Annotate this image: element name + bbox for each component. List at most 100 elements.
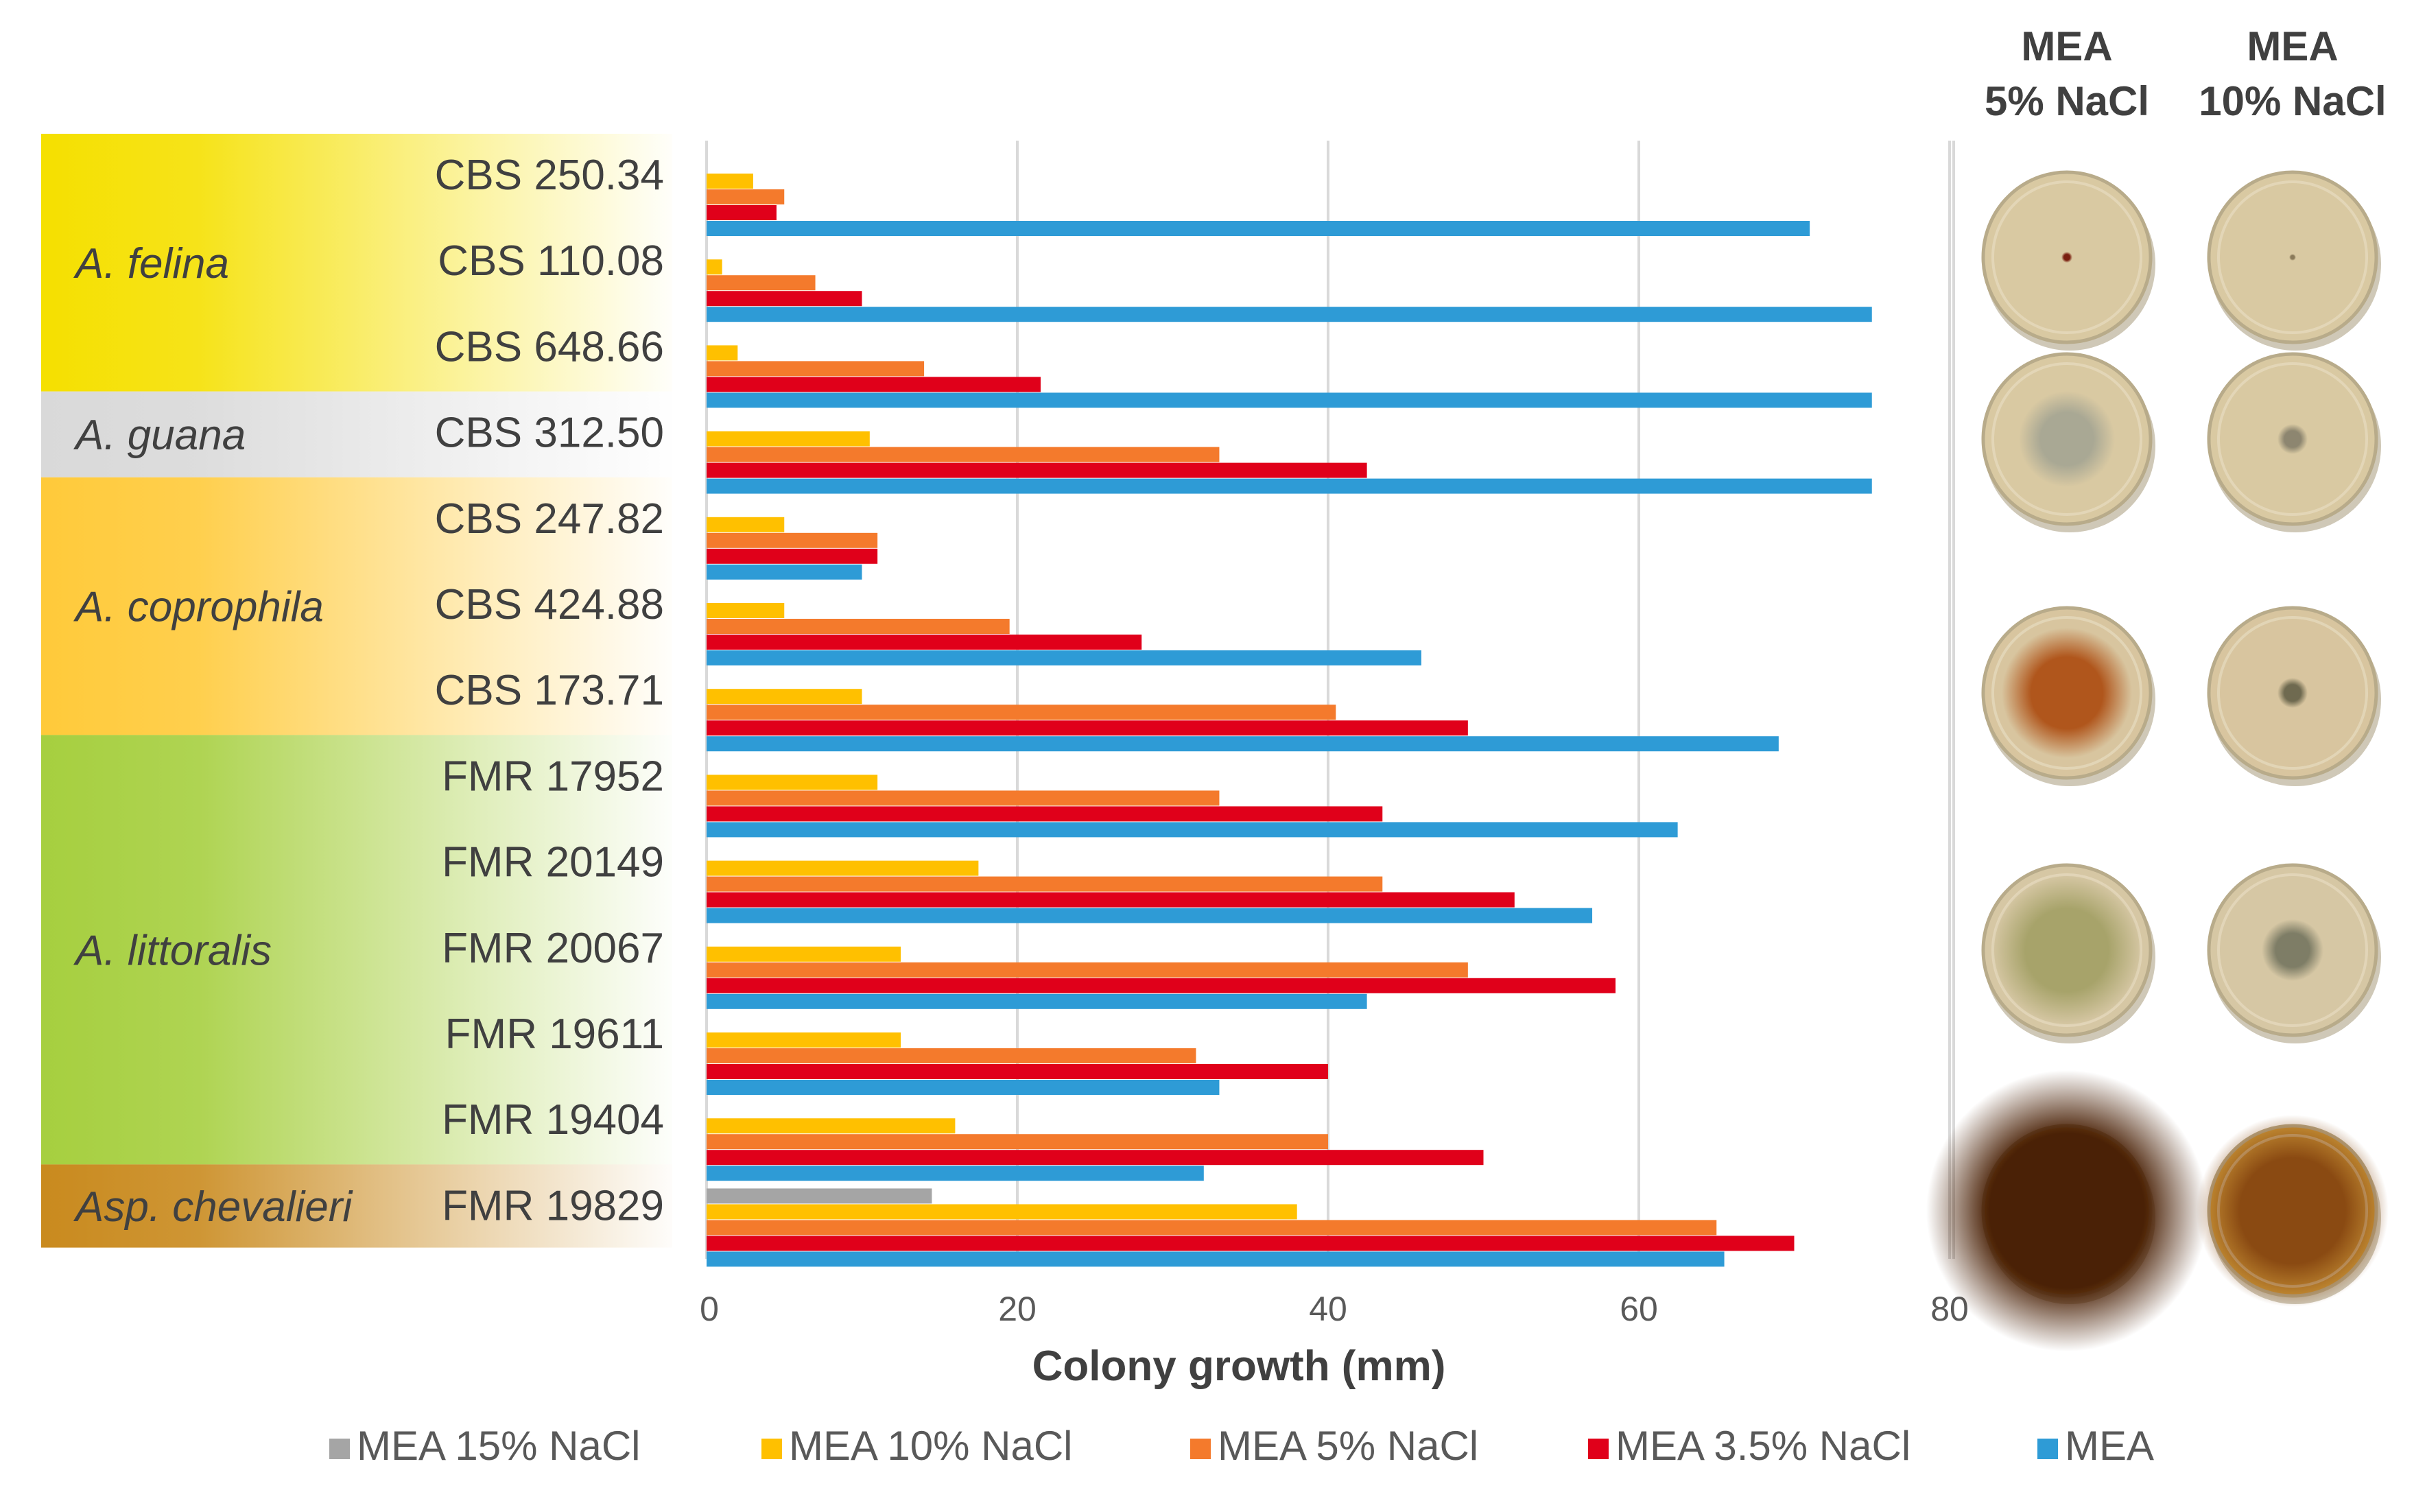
plate-column-header: MEA (2021, 23, 2112, 69)
fungal-colony (2019, 391, 2115, 487)
plate-rim (2217, 362, 2368, 516)
bar (707, 1251, 1725, 1267)
bar (707, 1188, 932, 1204)
bar (707, 1220, 1717, 1236)
strain-label: CBS 250.34 (435, 152, 664, 199)
strain-label: FMR 19829 (442, 1182, 664, 1229)
legend-swatch (1190, 1439, 1211, 1459)
strain-label: CBS 648.66 (435, 323, 664, 370)
fungal-colony (1926, 1070, 2208, 1351)
legend-swatch (2037, 1439, 2058, 1459)
x-tick-label: 40 (1309, 1290, 1347, 1328)
strain-label: CBS 424.88 (435, 581, 664, 628)
legend-label: MEA 5% NaCl (1218, 1423, 1478, 1469)
plate-column-header: MEA (2247, 23, 2338, 69)
bar (707, 564, 862, 580)
plate-column-header: 5% NaCl (1985, 78, 2149, 124)
fungal-colony (2197, 1115, 2389, 1307)
bar (707, 993, 1367, 1009)
fungal-colony (2277, 424, 2308, 454)
bar (707, 1134, 1328, 1150)
strain-label: FMR 20067 (442, 925, 664, 972)
bar (707, 517, 785, 532)
bar (707, 447, 1220, 462)
bar (707, 1048, 1196, 1063)
bar (707, 775, 878, 790)
bar (707, 1118, 956, 1134)
strain-label: CBS 110.08 (438, 237, 664, 285)
legend-swatch (1588, 1439, 1609, 1459)
legend-label: MEA (2065, 1423, 2154, 1469)
bar (707, 361, 925, 377)
plate-column-header: 10% NaCl (2199, 78, 2386, 124)
bar (707, 1166, 1204, 1181)
bar (707, 478, 1872, 494)
species-label: A. coprophila (73, 584, 324, 631)
strain-label: FMR 20149 (442, 839, 664, 886)
bar (707, 1032, 901, 1048)
fungal-colony (2002, 628, 2132, 758)
fungal-colony (2262, 919, 2323, 981)
petri-dish-plate (1981, 606, 2155, 786)
bar (707, 790, 1220, 806)
bar (707, 291, 862, 307)
bar (707, 946, 901, 962)
species-label: A. guana (73, 412, 246, 459)
plate-rim (1991, 180, 2142, 334)
x-tick-label: 60 (1620, 1290, 1658, 1328)
x-axis-title: Colony growth (mm) (1032, 1343, 1446, 1390)
petri-dish-plate (1981, 170, 2155, 351)
species-band (41, 391, 672, 477)
bar (707, 431, 870, 447)
bar (707, 275, 816, 291)
bar (707, 532, 878, 548)
petri-dish-plate (2207, 352, 2381, 532)
x-tick-label: 0 (700, 1290, 719, 1328)
plate-rim (2217, 180, 2368, 334)
legend-label: MEA 15% NaCl (357, 1423, 641, 1469)
bar (707, 189, 785, 204)
bar (707, 377, 1041, 392)
bar (707, 392, 1872, 408)
species-label: A. felina (73, 240, 229, 287)
bar (707, 307, 1872, 322)
bar (707, 1204, 1297, 1220)
plate-rim (2217, 873, 2368, 1027)
bar (707, 345, 738, 361)
strain-label: FMR 19404 (442, 1096, 664, 1144)
bar (707, 221, 1810, 236)
legend-swatch (761, 1439, 782, 1459)
bar (707, 720, 1468, 736)
bar (707, 1080, 1220, 1095)
plate-rim (1991, 362, 2142, 516)
petri-dish-plate (2207, 606, 2381, 786)
bar (707, 806, 1383, 822)
strain-label: CBS 173.71 (435, 667, 664, 714)
species-band (41, 1164, 672, 1248)
bar (707, 619, 1010, 634)
bar (707, 822, 1678, 838)
bar (707, 548, 878, 564)
plate-rim (1991, 616, 2142, 770)
bar (707, 876, 1383, 892)
bar (707, 962, 1468, 978)
bar (707, 705, 1336, 720)
species-label: A. littoralis (73, 927, 272, 974)
petri-dish-plate (1981, 863, 2155, 1043)
bar (707, 860, 979, 876)
strain-label: FMR 17952 (442, 753, 664, 800)
bar (707, 650, 1421, 665)
species-band (41, 134, 672, 392)
legend-label: MEA 10% NaCl (789, 1423, 1073, 1469)
petri-dish-plate (2207, 170, 2381, 351)
bar (707, 1064, 1328, 1079)
legend-label: MEA 3.5% NaCl (1616, 1423, 1910, 1469)
bar (707, 603, 785, 618)
bar (707, 978, 1616, 993)
species-label: Asp. chevalieri (73, 1183, 353, 1231)
bar (707, 1150, 1484, 1166)
bar (707, 259, 722, 275)
bar (707, 174, 753, 189)
